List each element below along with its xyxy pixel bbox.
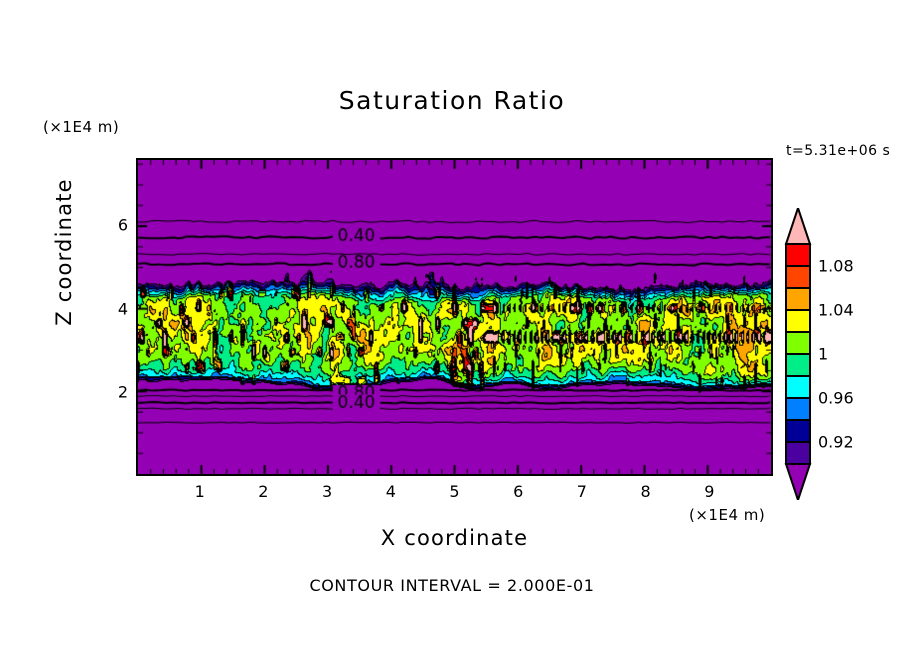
colorbar-tick-label: 1.04 <box>818 300 854 320</box>
footer-note: CONTOUR INTERVAL = 2.000E-01 <box>309 576 595 595</box>
x-axis-title: X coordinate <box>380 526 529 550</box>
y-tick-label: 6 <box>117 215 128 235</box>
x-tick-label: 4 <box>385 482 396 501</box>
y-tick-label: 2 <box>117 382 128 402</box>
y-tick-label: 4 <box>117 299 128 319</box>
x-tick-label: 1 <box>194 482 205 501</box>
contour-plot-area <box>136 158 773 476</box>
colorbar-tick-label: 0.96 <box>818 388 854 408</box>
colorbar-tick-label: 1 <box>818 344 829 364</box>
colorbar-tick-label: 1.08 <box>818 256 854 276</box>
x-tick-label: 2 <box>258 482 269 501</box>
contour-field-canvas <box>138 160 771 474</box>
page-title: Saturation Ratio <box>338 86 566 115</box>
x-tick-label: 6 <box>513 482 524 501</box>
y-axis-title: Z coordinate <box>52 178 76 326</box>
x-tick-label: 7 <box>576 482 587 501</box>
colorbar-svg <box>784 208 812 500</box>
x-tick-label: 3 <box>322 482 333 501</box>
colorbar <box>784 208 812 500</box>
x-tick-label: 9 <box>704 482 715 501</box>
x-tick-label: 5 <box>449 482 460 501</box>
x-tick-label: 8 <box>640 482 651 501</box>
time-annotation: t=5.31e+06 s <box>786 143 891 159</box>
x-axis-unit-label: (×1E4 m) <box>689 506 766 524</box>
colorbar-tick-label: 0.92 <box>818 432 854 452</box>
z-axis-unit-label: (×1E4 m) <box>43 118 120 136</box>
